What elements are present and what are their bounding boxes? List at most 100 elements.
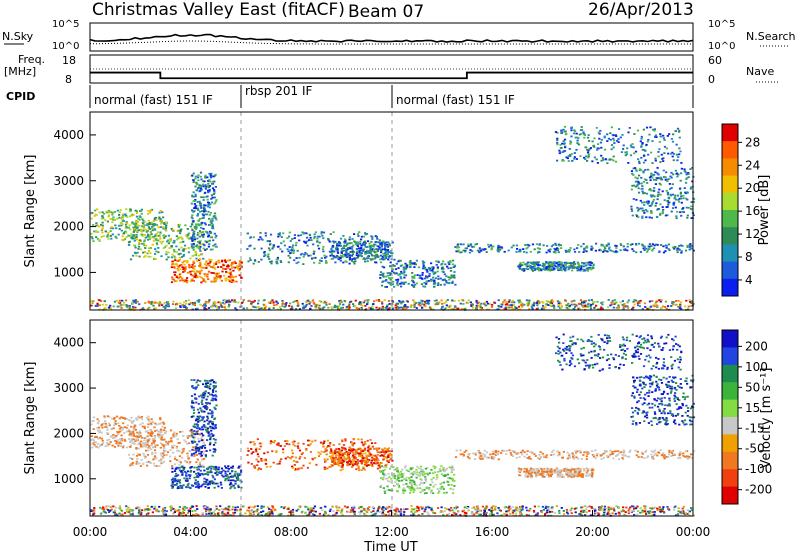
data-cell <box>178 236 181 239</box>
data-cell <box>139 423 142 426</box>
data-cell <box>209 260 212 263</box>
data-cell <box>209 219 212 222</box>
data-cell <box>170 437 173 439</box>
data-cell <box>100 229 103 232</box>
data-cell <box>359 253 362 256</box>
data-cell <box>679 197 683 200</box>
data-cell <box>125 236 128 238</box>
data-cell <box>194 228 198 231</box>
data-cell <box>227 305 230 308</box>
data-cell <box>685 197 688 200</box>
data-cell <box>617 138 620 140</box>
data-cell <box>659 203 662 206</box>
data-cell <box>199 187 202 190</box>
data-cell <box>126 306 130 309</box>
data-cell <box>375 236 378 238</box>
data-cell <box>120 229 123 232</box>
data-cell <box>435 299 438 302</box>
data-cell <box>174 259 177 261</box>
data-cell <box>643 178 647 181</box>
data-cell <box>237 466 240 469</box>
data-cell <box>204 305 207 307</box>
data-cell <box>189 257 192 260</box>
data-cell <box>687 206 690 209</box>
data-cell <box>125 418 128 420</box>
data-cell <box>512 244 515 247</box>
data-cell <box>672 303 675 306</box>
data-cell <box>156 433 160 436</box>
data-cell <box>199 465 202 468</box>
data-cell <box>680 172 683 175</box>
data-cell <box>336 255 339 257</box>
data-cell <box>278 306 282 308</box>
data-cell <box>532 304 535 307</box>
data-cell <box>186 277 189 279</box>
data-cell <box>664 179 667 181</box>
data-cell <box>196 486 199 488</box>
data-cell <box>111 233 114 236</box>
data-cell <box>380 284 384 287</box>
data-cell <box>209 224 212 226</box>
data-cell <box>174 477 177 480</box>
data-cell <box>368 451 371 454</box>
data-cell <box>362 258 365 260</box>
data-cell <box>672 159 675 162</box>
data-cell <box>587 149 590 152</box>
data-cell <box>320 450 323 453</box>
data-cell <box>344 238 347 241</box>
data-cell <box>205 478 208 481</box>
data-cell <box>553 261 556 264</box>
nave-tick-top: 60 <box>708 54 722 67</box>
data-cell <box>187 486 190 489</box>
data-cell <box>288 305 291 307</box>
data-cell <box>353 463 356 465</box>
data-cell <box>148 438 151 440</box>
data-cell <box>535 308 538 310</box>
data-cell <box>520 304 523 306</box>
data-cell <box>200 188 203 191</box>
data-cell <box>155 239 158 242</box>
data-cell <box>232 269 235 272</box>
data-cell <box>142 222 145 225</box>
data-cell <box>555 262 558 265</box>
data-cell <box>204 210 207 212</box>
data-cell <box>295 262 298 265</box>
data-cell <box>359 242 362 245</box>
data-cell <box>525 264 528 267</box>
data-cell <box>122 303 125 306</box>
data-cell <box>587 154 590 157</box>
data-cell <box>286 237 289 239</box>
data-cell <box>669 175 672 178</box>
data-cell <box>144 457 147 459</box>
data-cell <box>613 139 616 142</box>
data-cell <box>427 280 430 282</box>
data-cell <box>199 202 202 205</box>
data-cell <box>97 422 100 425</box>
data-cell <box>165 227 168 229</box>
data-cell <box>387 461 390 464</box>
data-cell <box>347 453 350 456</box>
data-cell <box>325 449 328 452</box>
data-cell <box>280 458 283 461</box>
data-cell <box>155 242 158 245</box>
data-cell <box>160 219 163 222</box>
data-cell <box>202 453 205 455</box>
data-cell <box>106 439 109 442</box>
data-cell <box>368 452 371 455</box>
data-cell <box>350 461 353 464</box>
data-cell <box>101 423 104 426</box>
data-cell <box>209 221 212 223</box>
data-cell <box>354 463 357 465</box>
data-cell <box>312 243 315 246</box>
data-cell <box>250 452 253 455</box>
data-cell <box>355 248 358 250</box>
data-cell <box>269 440 273 443</box>
data-cell <box>390 453 393 456</box>
data-cell <box>643 192 646 194</box>
data-cell <box>364 459 367 462</box>
data-cell <box>531 308 534 311</box>
data-cell <box>671 151 674 154</box>
data-cell <box>155 423 158 426</box>
data-cell <box>498 307 501 309</box>
data-cell <box>216 306 219 308</box>
